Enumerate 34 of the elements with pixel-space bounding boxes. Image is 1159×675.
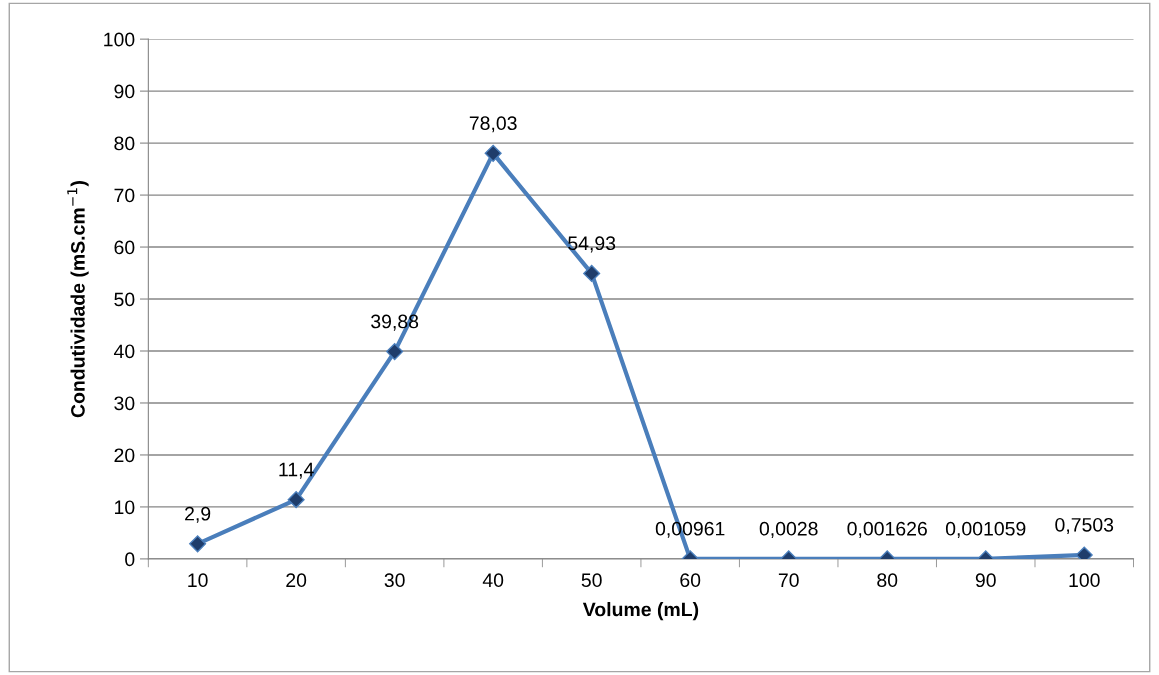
x-tick-label: 90 (975, 573, 996, 588)
x-tick-label: 10 (188, 573, 208, 588)
x-tick-label: 70 (778, 573, 799, 588)
point (484, 144, 502, 162)
data-label: 78,03 (469, 116, 517, 133)
data-label: 54,93 (568, 236, 616, 253)
point (583, 264, 601, 282)
x-axis-title: Volume (mL) (582, 602, 699, 621)
x-tick-label: 30 (384, 573, 405, 588)
y-tick-label: 20 (114, 448, 135, 463)
x-tick-label: 60 (680, 573, 701, 588)
data-label: 0,7503 (1055, 517, 1114, 535)
data-label: 2,9 (185, 506, 211, 523)
y-tick-label: 90 (114, 84, 135, 99)
x-tick-label: 40 (482, 573, 504, 588)
y-tick-label: 60 (114, 240, 135, 255)
y-tick-label: 50 (114, 292, 135, 307)
y-tick-label: 70 (114, 188, 135, 203)
y-tick-label: 30 (114, 396, 135, 411)
data-label: 11,4 (279, 462, 314, 479)
x-tick-label: 100 (1069, 573, 1100, 588)
x-tick-label: 80 (877, 573, 898, 588)
y-tick-label: 0 (125, 552, 135, 567)
y-tick-label: 10 (115, 500, 135, 515)
x-tick-label: 20 (286, 573, 307, 588)
y-tick-label: 40 (113, 344, 135, 359)
data-label: 0,001059 (945, 521, 1026, 538)
y-tick-label: 80 (114, 136, 135, 151)
x-tick-label: 50 (581, 573, 602, 588)
data-label: 0,001626 (847, 521, 927, 538)
point (386, 343, 404, 361)
data-label: 0,0028 (759, 521, 818, 538)
y-axis-title: Condutividade (mS.cm$^{−1}$) (67, 181, 89, 418)
y-tick-label: 100 (104, 32, 135, 47)
